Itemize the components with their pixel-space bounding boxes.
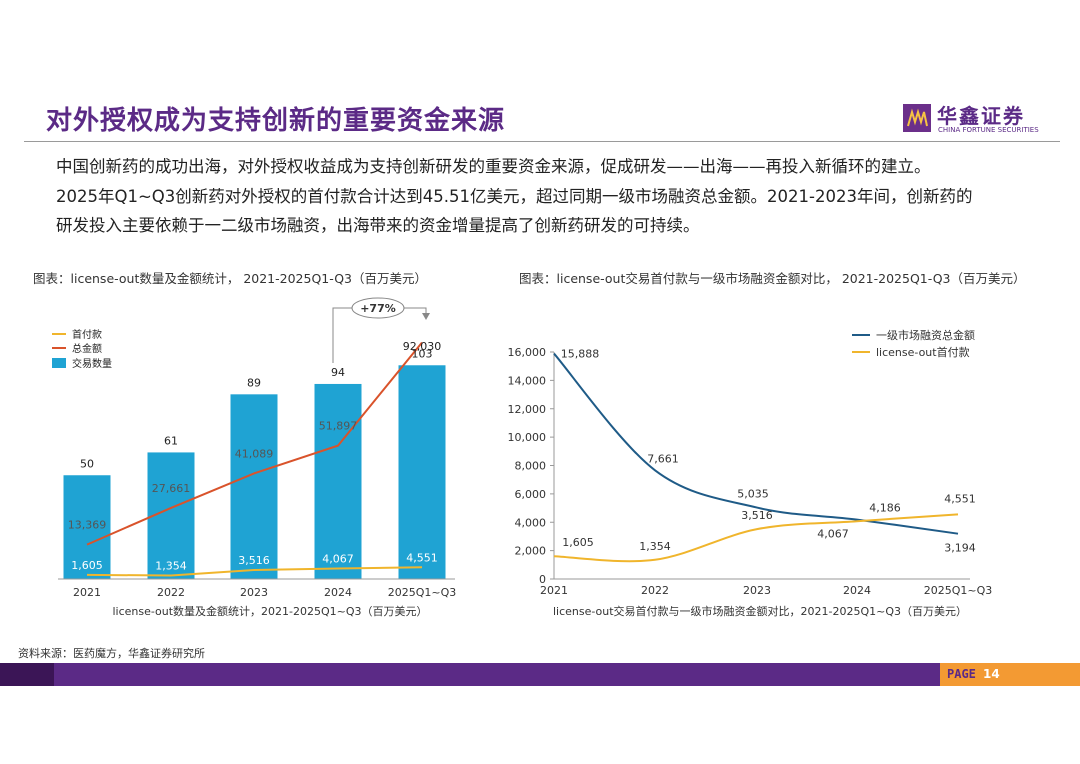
upfront-payment-label: 1,605 — [71, 559, 103, 572]
title-divider — [24, 141, 1060, 142]
upfront-payment-label: 1,605 — [562, 536, 594, 549]
legend-upfront-label: license-out首付款 — [876, 345, 970, 359]
intro-line-1: 中国创新药的成功出海，对外授权收益成为支持创新研发的重要资金来源，促成研发——出… — [56, 157, 931, 176]
x-tick-label: 2021 — [540, 584, 568, 597]
y-tick-label: 8,000 — [515, 460, 547, 473]
legend-total-label: 总金额 — [72, 342, 102, 355]
deal-count-label: 61 — [164, 434, 178, 447]
y-tick-label: 16,000 — [508, 346, 547, 359]
x-tick-label: 2023 — [743, 584, 771, 597]
upfront-payment-label: 4,551 — [944, 492, 976, 505]
legend-deals-swatch — [52, 358, 66, 368]
deal-count-label: 103 — [412, 347, 433, 360]
left-chart-title: license-out数量及金额统计，2021-2025Q1~Q3（百万美元） — [112, 604, 427, 618]
footer-bar-accent — [0, 663, 54, 686]
intro-line-3: 研发投入主要依赖于一二级市场融资，出海带来的资金增量提高了创新药研发的可持续。 — [56, 216, 700, 235]
x-tick-label: 2022 — [641, 584, 669, 597]
total-amount-label: 92,030 — [403, 340, 442, 353]
financing-comparison-line-chart: 0 2,000 4,000 6,000 8,000 10,000 12,000 14,000 1… — [508, 328, 993, 618]
primary-market-line — [553, 352, 959, 535]
total-amount-label: 27,661 — [152, 482, 191, 495]
footer-bar — [0, 663, 1080, 686]
page-number: 14 — [983, 667, 1000, 681]
upfront-payment-label: 4,067 — [817, 527, 849, 540]
primary-market-label: 7,661 — [647, 452, 679, 465]
primary-market-label: 15,888 — [561, 348, 600, 361]
legend-primary-label: 一级市场融资总金额 — [876, 328, 975, 342]
upfront-payment-line — [86, 566, 423, 577]
left-chart-caption: 图表：license-out数量及金额统计， 2021-2025Q1-Q3（百万… — [33, 271, 428, 286]
upfront-payment-line — [553, 513, 959, 563]
right-chart-title: license-out交易首付款与一级市场融资金额对比，2021-2025Q1~… — [553, 604, 967, 618]
primary-market-label: 3,194 — [944, 542, 976, 555]
total-amount-label: 13,369 — [68, 519, 107, 532]
growth-annotation: +77% — [332, 297, 430, 363]
y-tick-label: 2,000 — [515, 545, 547, 558]
total-amount-label: 51,897 — [319, 420, 358, 433]
upfront-payment-label: 4,551 — [406, 551, 438, 564]
x-tick-label: 2024 — [843, 584, 871, 597]
upfront-payment-label: 3,516 — [741, 509, 773, 522]
growth-annotation-label: +77% — [360, 302, 396, 315]
x-tick-label: 2023 — [240, 586, 268, 599]
upfront-payment-label: 1,354 — [155, 560, 187, 573]
x-tick-label: 2022 — [157, 586, 185, 599]
y-tick-label: 14,000 — [508, 374, 547, 387]
deal-count-bar — [398, 365, 446, 579]
legend-deals-label: 交易数量 — [72, 357, 112, 370]
x-tick-label: 2021 — [73, 586, 101, 599]
page-number-box — [940, 663, 1080, 686]
x-tick-label: 2024 — [324, 586, 352, 599]
deal-count-label: 89 — [247, 376, 261, 389]
deal-count-bar — [230, 394, 278, 579]
logo-name-cn: 华鑫证券 — [937, 104, 1025, 128]
y-tick-label: 10,000 — [508, 431, 547, 444]
logo-name-en: CHINA FORTUNE SECURITIES — [938, 126, 1039, 134]
page-label: PAGE — [947, 667, 976, 681]
upfront-payment-label: 1,354 — [639, 540, 671, 553]
primary-market-label: 4,186 — [869, 502, 901, 515]
y-tick-label: 6,000 — [515, 488, 547, 501]
company-logo: 华鑫证券 CHINA FORTUNE SECURITIES — [903, 102, 1043, 138]
y-tick-label: 12,000 — [508, 403, 547, 416]
deal-count-label: 50 — [80, 457, 94, 470]
page-title: 对外授权成为支持创新的重要资金来源 — [46, 106, 506, 136]
deal-count-label: 94 — [331, 366, 345, 379]
license-out-bar-chart: 50 61 89 94 103 13,369 27,661 41,089 51,897 92,03… — [52, 297, 457, 618]
upfront-payment-label: 4,067 — [322, 553, 354, 566]
legend-upfront-label: 首付款 — [72, 328, 102, 341]
total-amount-label: 41,089 — [235, 447, 274, 460]
primary-market-label: 5,035 — [737, 488, 769, 501]
intro-line-2: 2025年Q1~Q3创新药对外授权的首付款合计达到45.51亿美元，超过同期一级… — [56, 187, 973, 206]
right-chart-caption: 图表：license-out交易首付款与一级市场融资金额对比， 2021-202… — [519, 271, 1026, 286]
y-tick-label: 4,000 — [515, 516, 547, 529]
data-source-note: 资料来源：医药魔方，华鑫证券研究所 — [18, 647, 205, 660]
deal-count-bar — [314, 383, 362, 579]
deal-count-bar — [63, 475, 111, 579]
upfront-payment-label: 3,516 — [238, 554, 270, 567]
total-amount-line — [86, 341, 423, 546]
x-tick-label: 2025Q1~Q3 — [924, 584, 993, 597]
y-tick-label: 0 — [539, 573, 546, 586]
logo-mark-icon — [903, 104, 931, 132]
x-tick-label: 2025Q1~Q3 — [388, 586, 457, 599]
